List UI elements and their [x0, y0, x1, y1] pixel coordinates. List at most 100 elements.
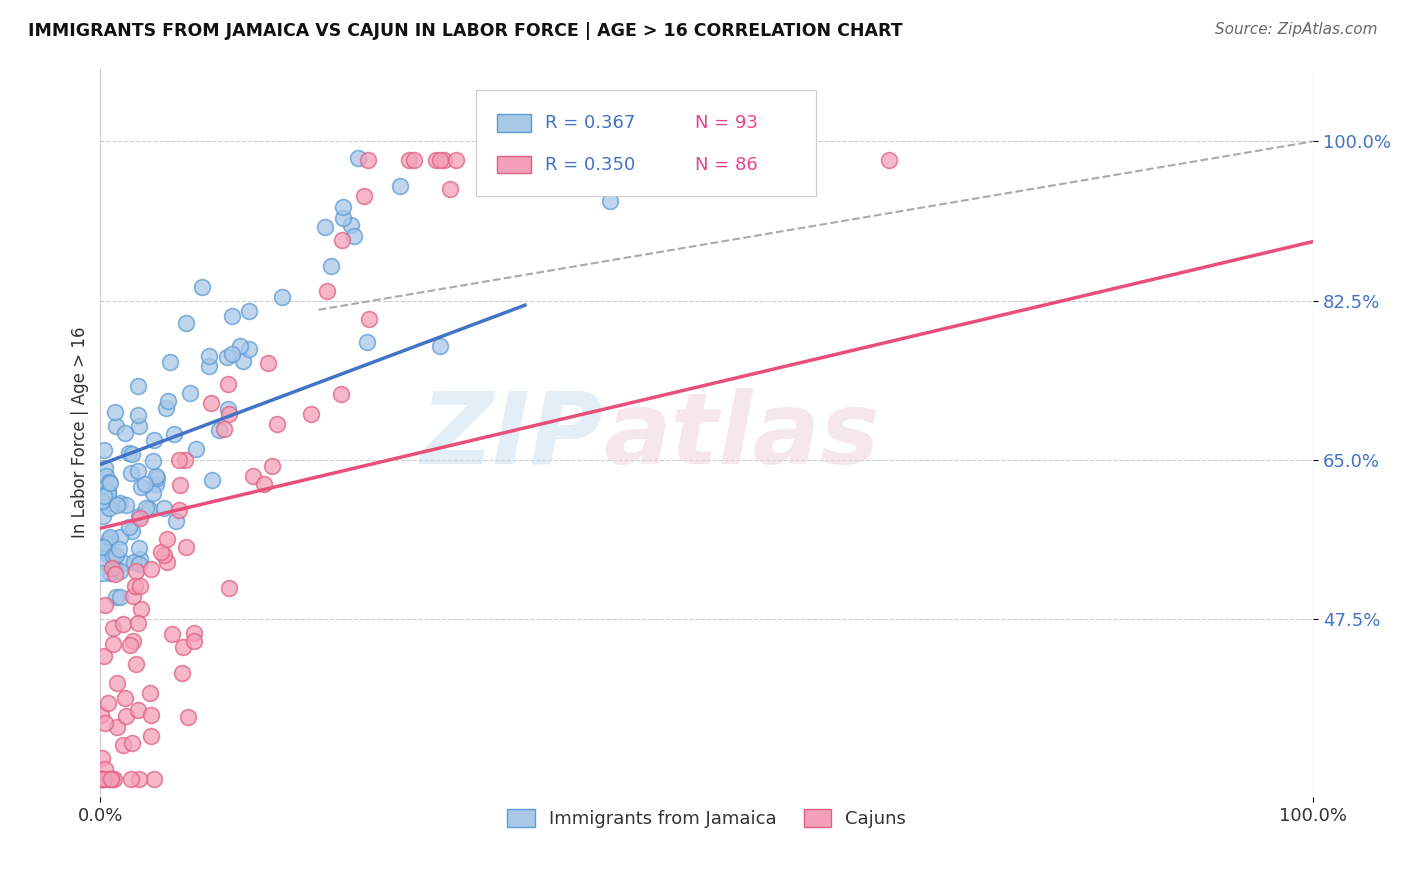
Point: [104, 405, 127, 419]
Point: [105, 548, 128, 562]
Point: [91, 492, 114, 507]
Point: [105, 499, 128, 513]
Point: [389, 178, 412, 193]
Point: [135, 501, 157, 516]
Point: [155, 401, 177, 415]
Point: [104, 418, 127, 433]
Point: [238, 342, 260, 356]
Point: [599, 194, 621, 208]
Point: [97, 500, 120, 515]
Point: [513, 153, 536, 167]
Point: [128, 772, 150, 786]
Point: [120, 772, 142, 786]
Point: [357, 311, 380, 326]
Point: [97, 696, 120, 710]
Point: [229, 339, 252, 353]
Point: [299, 408, 322, 422]
Point: [356, 334, 378, 349]
Point: [163, 427, 186, 442]
Point: [107, 676, 129, 690]
Point: [96, 484, 118, 499]
Point: [94, 468, 117, 483]
Point: [104, 567, 127, 582]
Point: [94, 716, 117, 731]
Point: [112, 738, 135, 752]
Point: [128, 558, 150, 572]
Point: [93, 772, 115, 786]
Point: [429, 153, 451, 167]
Point: [340, 218, 363, 232]
Point: [100, 566, 122, 581]
Point: [329, 387, 352, 401]
Point: [215, 350, 238, 364]
Point: [221, 347, 243, 361]
Point: [122, 555, 145, 569]
Point: [877, 153, 900, 167]
Point: [332, 211, 354, 225]
Point: [208, 423, 231, 437]
Point: [183, 633, 205, 648]
Point: [139, 562, 162, 576]
Point: [96, 536, 118, 550]
Point: [167, 503, 190, 517]
Point: [94, 762, 117, 776]
Y-axis label: In Labor Force | Age > 16: In Labor Force | Age > 16: [72, 326, 89, 539]
Point: [108, 530, 131, 544]
Point: [127, 408, 149, 422]
Point: [217, 376, 239, 391]
Point: [177, 710, 200, 724]
Point: [104, 561, 127, 575]
Point: [152, 501, 174, 516]
Point: [108, 564, 131, 578]
Point: [121, 736, 143, 750]
Point: [179, 385, 201, 400]
Point: [90, 707, 112, 722]
Point: [218, 581, 240, 595]
Point: [444, 153, 467, 167]
Point: [134, 477, 156, 491]
Point: [90, 494, 112, 508]
Bar: [496, 156, 531, 173]
Point: [98, 475, 121, 489]
Point: [191, 280, 214, 294]
Point: [93, 461, 115, 475]
Point: [90, 751, 112, 765]
Point: [197, 359, 219, 373]
Point: [125, 564, 148, 578]
Point: [101, 549, 124, 564]
Point: [129, 579, 152, 593]
Point: [125, 657, 148, 671]
Point: [142, 454, 165, 468]
Point: [439, 182, 461, 196]
Point: [143, 433, 166, 447]
Point: [170, 666, 193, 681]
Text: atlas: atlas: [603, 388, 880, 484]
Point: [160, 627, 183, 641]
Point: [90, 772, 112, 786]
Text: ZIP: ZIP: [420, 388, 603, 484]
Point: [98, 476, 121, 491]
Point: [91, 772, 114, 786]
Text: IMMIGRANTS FROM JAMAICA VS CAJUN IN LABOR FORCE | AGE > 16 CORRELATION CHART: IMMIGRANTS FROM JAMAICA VS CAJUN IN LABO…: [28, 22, 903, 40]
Point: [145, 469, 167, 483]
Point: [184, 442, 207, 457]
Point: [97, 532, 120, 546]
Point: [217, 402, 239, 417]
Point: [90, 553, 112, 567]
Point: [238, 304, 260, 318]
Point: [156, 555, 179, 569]
Point: [118, 638, 141, 652]
Legend: Immigrants from Jamaica, Cajuns: Immigrants from Jamaica, Cajuns: [501, 801, 914, 835]
Point: [127, 464, 149, 478]
Point: [174, 316, 197, 330]
Point: [127, 703, 149, 717]
Point: [94, 598, 117, 612]
Point: [121, 524, 143, 538]
Point: [156, 532, 179, 546]
Point: [108, 541, 131, 556]
Point: [118, 445, 141, 459]
Point: [357, 153, 380, 167]
Point: [149, 545, 172, 559]
Point: [101, 621, 124, 635]
Point: [153, 548, 176, 562]
